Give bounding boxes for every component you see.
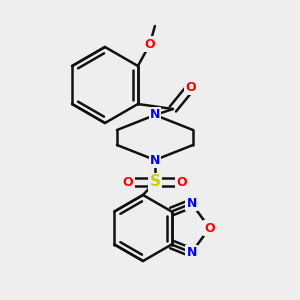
Text: O: O (123, 176, 133, 188)
Text: N: N (186, 246, 197, 259)
Text: O: O (177, 176, 187, 188)
Text: N: N (150, 109, 160, 122)
Text: O: O (145, 38, 155, 50)
Text: O: O (186, 80, 196, 94)
Text: S: S (149, 175, 161, 190)
Text: N: N (150, 154, 160, 166)
Text: N: N (186, 197, 197, 210)
Text: O: O (204, 221, 215, 235)
